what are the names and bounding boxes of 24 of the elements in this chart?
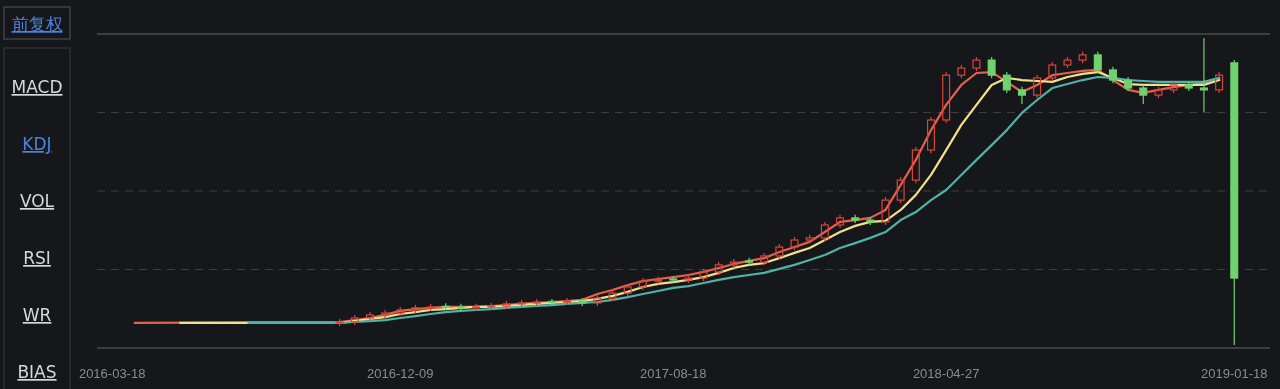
- x-tick-label: 2016-12-09: [367, 366, 434, 381]
- candlestick: [1199, 37, 1208, 113]
- candlestick: [547, 298, 556, 306]
- candlestick: [456, 303, 465, 312]
- candlestick: [563, 297, 572, 306]
- candlestick: [365, 311, 374, 322]
- x-tick-label: 2017-08-18: [639, 366, 707, 381]
- x-tick-label: 2016-03-18: [78, 366, 146, 381]
- candlestick: [654, 276, 663, 285]
- candlestick: [729, 258, 738, 269]
- side-menu: 前复权 MACD KDJ VOL RSI WR BIAS: [3, 6, 71, 389]
- x-tick-label: 2018-04-27: [912, 366, 980, 381]
- candlestick: [745, 257, 754, 266]
- candlestick: [1017, 86, 1026, 105]
- candlestick: [638, 277, 647, 291]
- candlestick: [1215, 71, 1224, 94]
- candlestick: [836, 214, 845, 229]
- candlestick: [1124, 76, 1133, 92]
- candlestick: [1033, 74, 1042, 99]
- candlestick: [381, 309, 390, 319]
- candlestick: [472, 303, 481, 312]
- candlestick: [1108, 66, 1117, 84]
- x-tick-label: 2019-01-18: [1201, 366, 1268, 381]
- candlestick: [926, 116, 935, 154]
